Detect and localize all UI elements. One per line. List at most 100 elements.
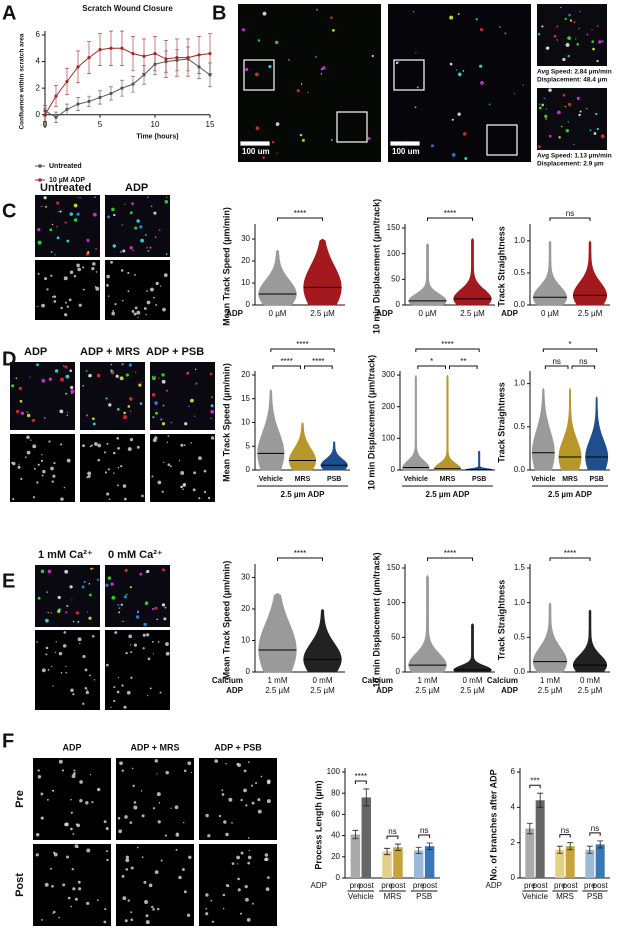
cell bbox=[113, 699, 116, 703]
cell bbox=[122, 896, 127, 901]
micrograph bbox=[199, 758, 277, 840]
micrograph bbox=[35, 565, 100, 627]
group-label: 2.5 µm ADP bbox=[281, 490, 326, 499]
cell bbox=[115, 374, 119, 378]
cell bbox=[130, 866, 134, 870]
cell bbox=[117, 817, 121, 820]
cell bbox=[88, 373, 92, 378]
point bbox=[120, 86, 124, 90]
significance-label: **** bbox=[444, 209, 456, 218]
cell bbox=[63, 486, 66, 489]
cell bbox=[71, 774, 76, 779]
cell bbox=[146, 196, 149, 199]
point bbox=[208, 52, 212, 56]
cell bbox=[136, 310, 141, 315]
image-label: Untreated bbox=[40, 182, 91, 194]
y-tick-label: 0 bbox=[246, 667, 251, 676]
significance-bracket bbox=[272, 365, 301, 369]
cell bbox=[105, 850, 109, 853]
cell bbox=[51, 480, 54, 483]
cell bbox=[301, 138, 305, 142]
cell bbox=[113, 213, 116, 217]
cell bbox=[591, 40, 595, 43]
cell bbox=[228, 885, 230, 888]
point bbox=[131, 82, 135, 86]
x-tick-label: 0 µM bbox=[541, 309, 559, 318]
bar-label: pre bbox=[584, 881, 596, 890]
cell bbox=[237, 763, 241, 767]
cell bbox=[44, 277, 48, 281]
x-axis-label: Time (hours) bbox=[136, 134, 178, 141]
cell bbox=[198, 497, 201, 500]
cell bbox=[158, 229, 161, 232]
cell bbox=[17, 465, 21, 469]
cell bbox=[175, 833, 180, 837]
cell bbox=[11, 461, 14, 464]
cell bbox=[119, 250, 122, 253]
x-tick-label: MRS bbox=[562, 476, 578, 483]
bar bbox=[565, 846, 575, 878]
cell bbox=[593, 132, 597, 135]
cell bbox=[414, 106, 417, 109]
cell bbox=[110, 363, 113, 366]
y-tick-label: 80 bbox=[331, 788, 340, 797]
bar bbox=[393, 847, 403, 878]
significance-label: * bbox=[430, 357, 433, 366]
cell bbox=[122, 249, 126, 253]
panel-label: A bbox=[2, 2, 16, 24]
point bbox=[142, 73, 146, 77]
y-tick-label: 20 bbox=[241, 604, 250, 613]
point bbox=[54, 115, 58, 119]
cell bbox=[111, 595, 116, 600]
cell bbox=[62, 644, 67, 648]
row-label: ADP bbox=[501, 309, 519, 318]
cell bbox=[163, 461, 165, 464]
y-tick-label: 4 bbox=[36, 57, 41, 66]
cell bbox=[568, 13, 571, 17]
cell bbox=[141, 856, 144, 859]
cell bbox=[475, 18, 478, 21]
cell bbox=[184, 422, 188, 426]
cell bbox=[154, 411, 159, 415]
cell bbox=[545, 108, 548, 110]
cell bbox=[66, 458, 71, 463]
cell bbox=[49, 867, 52, 870]
cell bbox=[58, 916, 60, 919]
cell bbox=[35, 853, 39, 857]
bar bbox=[350, 834, 361, 878]
cell bbox=[41, 668, 46, 673]
row-label: ADP bbox=[376, 686, 394, 695]
y-tick-label: 1.0 bbox=[514, 236, 526, 245]
x-tick-label: 2.5 µM bbox=[265, 686, 290, 695]
image-label: ADP + PSB bbox=[146, 346, 204, 358]
legend-label: 10 µM ADP bbox=[49, 177, 85, 184]
y-tick-label: 0.0 bbox=[514, 300, 526, 309]
cell bbox=[151, 640, 154, 643]
cell bbox=[88, 616, 92, 620]
y-axis-label: Confluence within scratch area bbox=[19, 33, 26, 129]
cell bbox=[47, 669, 50, 671]
cell bbox=[556, 25, 559, 28]
cell bbox=[52, 685, 54, 687]
cell bbox=[150, 205, 153, 208]
cell bbox=[48, 377, 53, 381]
significance-bracket bbox=[549, 557, 591, 561]
cell bbox=[255, 126, 260, 131]
x-tick-label: Vehicle bbox=[404, 476, 428, 483]
x-tick-label: PSB bbox=[327, 476, 341, 483]
cell bbox=[145, 920, 150, 925]
cell bbox=[139, 225, 143, 229]
cell bbox=[164, 834, 168, 837]
cell bbox=[96, 373, 101, 378]
cell bbox=[87, 471, 92, 476]
image-label: 0 mM Ca²⁺ bbox=[108, 549, 163, 561]
cell bbox=[513, 92, 516, 95]
cell bbox=[41, 474, 44, 477]
cell bbox=[400, 140, 402, 143]
cell bbox=[146, 569, 150, 573]
cell bbox=[320, 73, 323, 75]
cell bbox=[53, 300, 57, 303]
y-axis-label: Track Straightness bbox=[496, 382, 506, 463]
cell bbox=[574, 38, 577, 40]
cell bbox=[132, 784, 135, 788]
